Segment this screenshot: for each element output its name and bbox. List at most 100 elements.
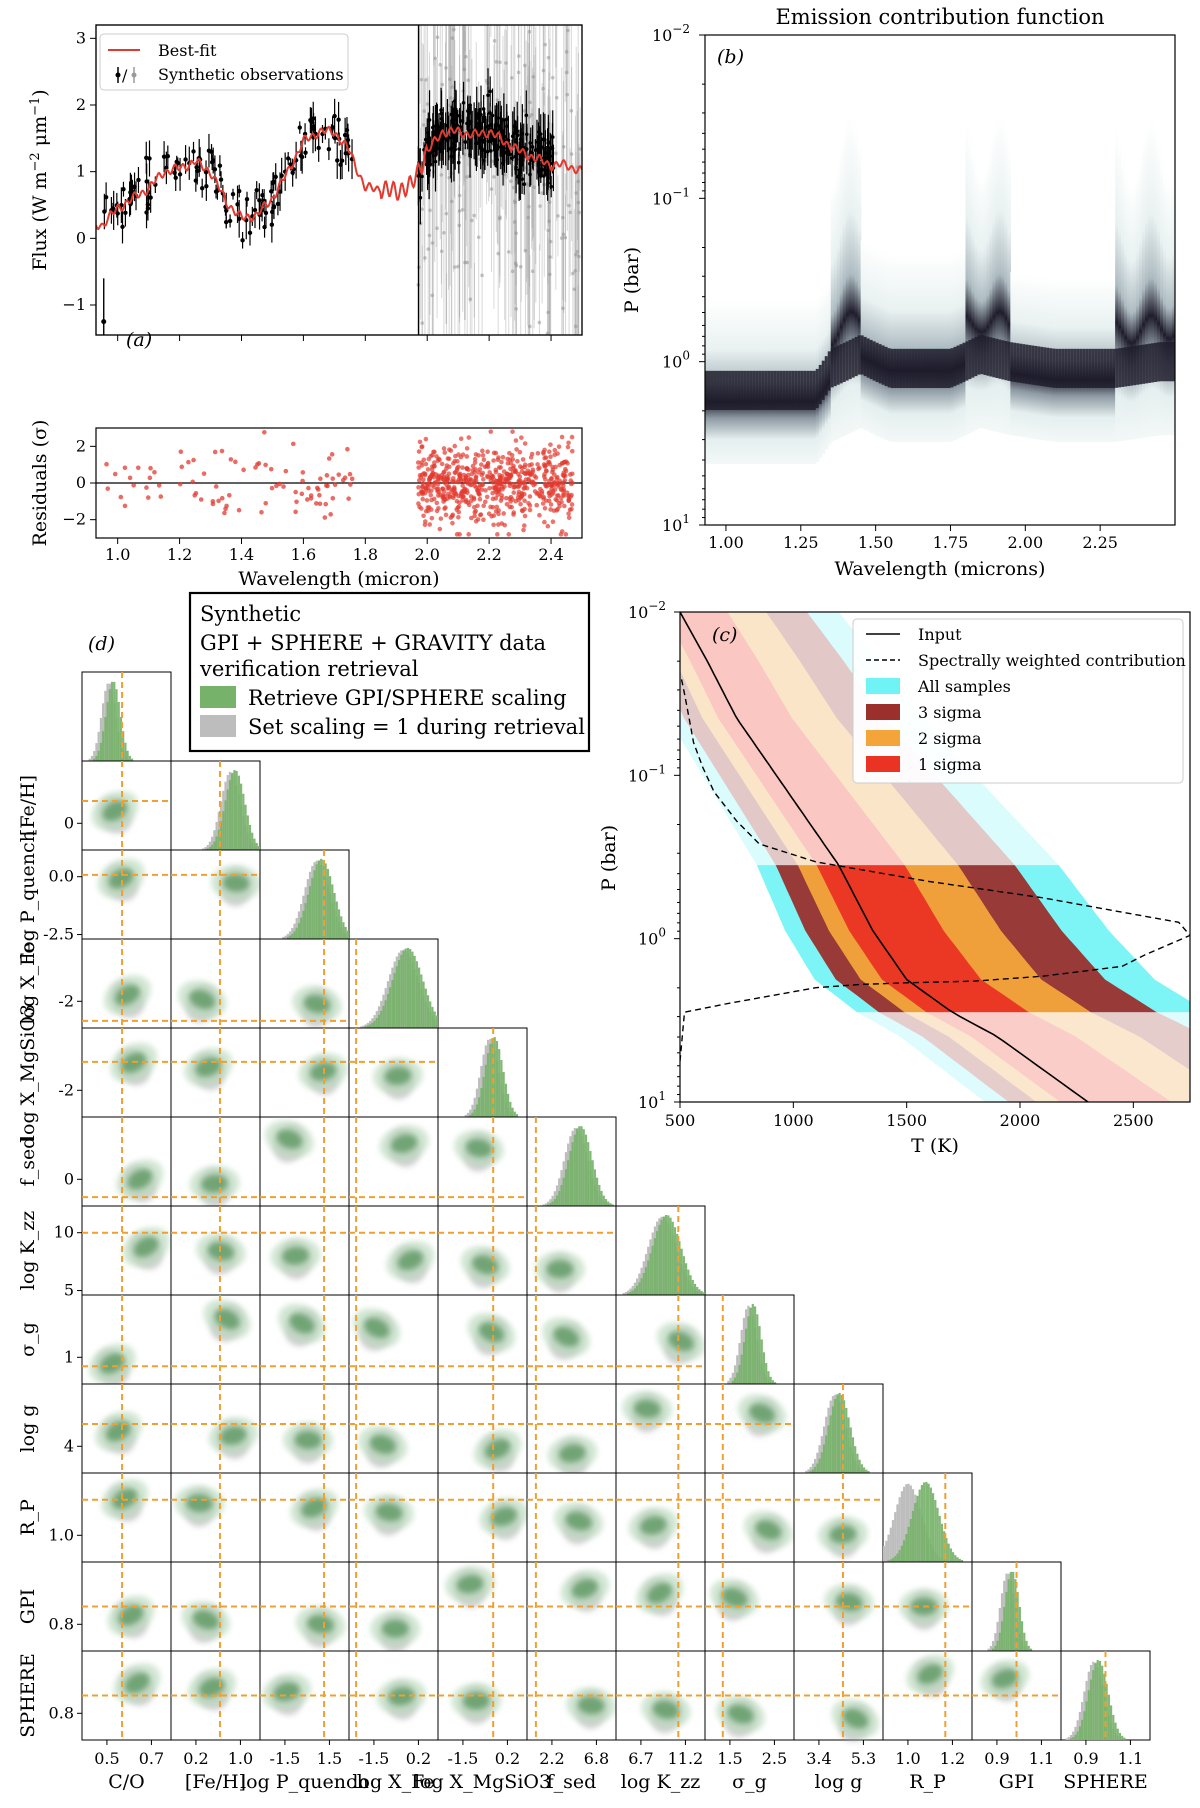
obs-point bbox=[212, 167, 218, 172]
hist-bar-green bbox=[644, 1267, 648, 1295]
hist-bar-grey bbox=[286, 933, 289, 939]
obs-grey-point bbox=[473, 358, 477, 362]
obs-grey-point bbox=[573, 269, 578, 273]
hist-bar-green bbox=[609, 1203, 612, 1206]
hist-bar-green bbox=[239, 783, 243, 850]
heatmap-core bbox=[1115, 348, 1119, 388]
residual-point bbox=[523, 471, 528, 477]
residual-point bbox=[499, 495, 505, 501]
corner-xtick-label: 1.1 bbox=[1029, 1749, 1054, 1768]
hist-bar-green bbox=[931, 1493, 935, 1562]
heatmap-core bbox=[1157, 342, 1161, 382]
hist-bar-green bbox=[317, 860, 321, 939]
density-cell bbox=[259, 1294, 350, 1385]
residual-point bbox=[452, 470, 458, 476]
residual-point bbox=[527, 507, 533, 513]
residual-point bbox=[324, 483, 329, 488]
hist-bar-green bbox=[308, 886, 312, 939]
heatmap-core bbox=[1040, 346, 1044, 387]
density-contour bbox=[490, 1507, 517, 1527]
obs-grey-point bbox=[506, 250, 511, 254]
residual-point bbox=[452, 485, 457, 490]
density-cell bbox=[170, 1383, 261, 1474]
corner-ylabel: log K_zz bbox=[17, 1211, 39, 1290]
residual-point bbox=[511, 490, 517, 495]
corner-xtick-label: 6.8 bbox=[584, 1749, 609, 1768]
residual-point bbox=[445, 491, 451, 497]
hist-bar-green bbox=[569, 1150, 572, 1206]
hist-bar-grey bbox=[291, 928, 294, 939]
obs-point bbox=[227, 218, 233, 224]
hist-bar-green bbox=[593, 1169, 596, 1206]
corner-ytick-label: -2 bbox=[58, 1080, 74, 1099]
obs-grey-point bbox=[513, 17, 517, 21]
panel-d-legend: Synthetic GPI + SPHERE + GRAVITY data ve… bbox=[188, 591, 591, 753]
hist-bar-green bbox=[907, 1526, 910, 1562]
hist-bar-green bbox=[469, 1114, 472, 1117]
residual-point bbox=[551, 508, 557, 513]
residual-point bbox=[452, 443, 458, 449]
residual-point bbox=[315, 487, 321, 492]
heatmap-core bbox=[815, 368, 820, 409]
xtick-label: 500 bbox=[665, 1111, 696, 1130]
obs-grey-point bbox=[564, 70, 569, 75]
obs-point bbox=[468, 103, 472, 107]
density-cell bbox=[615, 1294, 706, 1385]
obs-grey-point bbox=[575, 249, 580, 254]
obs-grey-point bbox=[449, 199, 454, 204]
obs-point bbox=[123, 210, 128, 215]
residual-point bbox=[559, 460, 565, 466]
residual-point bbox=[510, 469, 516, 475]
heatmap-column bbox=[1121, 155, 1125, 441]
residual-point bbox=[446, 456, 452, 462]
density-contour bbox=[189, 989, 216, 1010]
hist-bar-grey bbox=[998, 1607, 1001, 1651]
obs-grey-point bbox=[447, 175, 451, 180]
heatmap-core bbox=[1076, 348, 1080, 389]
residual-point bbox=[329, 452, 335, 457]
hist-bar-green bbox=[956, 1557, 959, 1562]
residual-point bbox=[462, 489, 468, 495]
residual-point bbox=[419, 463, 425, 468]
obs-point bbox=[463, 140, 468, 144]
heatmap-core bbox=[902, 348, 907, 389]
hist-bar-green bbox=[366, 1025, 370, 1028]
residual-point bbox=[336, 472, 342, 477]
hist-bar-green bbox=[954, 1555, 957, 1562]
obs-grey-point bbox=[576, 379, 580, 383]
hist-bar-green bbox=[108, 689, 111, 761]
density-cell bbox=[348, 1116, 439, 1207]
hist-bar-green bbox=[231, 773, 234, 850]
heatmap-core bbox=[734, 370, 739, 411]
density-contour bbox=[571, 1579, 598, 1599]
hist-bar-green bbox=[222, 811, 225, 850]
heatmap-column bbox=[893, 254, 898, 442]
residual-point bbox=[507, 483, 513, 489]
hist-bar-grey bbox=[1072, 1731, 1075, 1740]
hist-bar-grey bbox=[362, 1025, 365, 1028]
heatmap-column bbox=[1157, 140, 1161, 436]
hist-bar-grey bbox=[542, 1204, 545, 1206]
obs-grey-point bbox=[516, 70, 521, 75]
density-contour bbox=[220, 1426, 247, 1445]
obs-grey-point bbox=[504, 367, 508, 371]
corner-ylabel: log P_quench bbox=[17, 830, 39, 959]
hist-bar-grey bbox=[475, 1088, 479, 1117]
heatmap-column bbox=[986, 159, 990, 430]
corner-xlabel: C/O bbox=[108, 1771, 145, 1793]
heatmap-core bbox=[1130, 346, 1134, 386]
residual-point bbox=[441, 489, 447, 494]
residual-points bbox=[104, 429, 575, 537]
obs-grey-point bbox=[510, 269, 515, 274]
hist-bar-green bbox=[208, 847, 212, 850]
hist-bar-green bbox=[213, 841, 216, 850]
residual-point bbox=[452, 458, 458, 464]
residual-point bbox=[324, 473, 330, 478]
heatmap-core bbox=[755, 370, 760, 411]
xtick-label: 1.4 bbox=[229, 545, 254, 564]
hist-bar-green bbox=[493, 1037, 496, 1117]
density-cell bbox=[437, 1294, 528, 1385]
residual-point bbox=[488, 429, 494, 434]
hist-bar-green bbox=[95, 755, 98, 761]
